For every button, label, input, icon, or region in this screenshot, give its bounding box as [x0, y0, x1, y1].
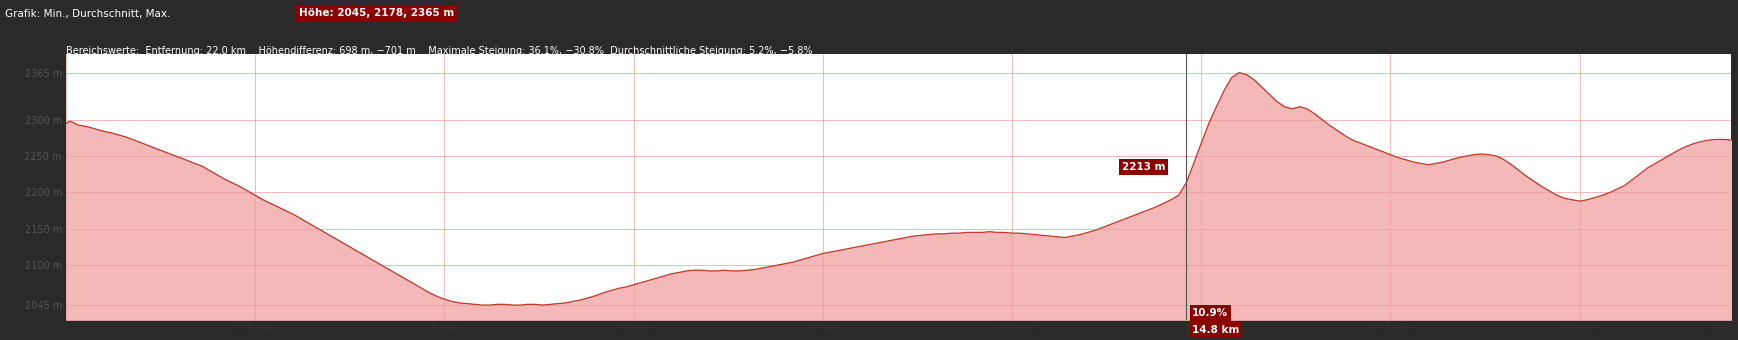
Text: Bereichswerte:  Entfernung: 22.0 km    Höhendifferenz: 698 m, −701 m    Maximale: Bereichswerte: Entfernung: 22.0 km Höhen… — [66, 46, 813, 56]
Text: Grafik: Min., Durchschnitt, Max.: Grafik: Min., Durchschnitt, Max. — [5, 8, 174, 18]
Text: Höhe: 2045, 2178, 2365 m: Höhe: 2045, 2178, 2365 m — [299, 8, 454, 18]
Text: 14.8 km: 14.8 km — [1192, 325, 1239, 335]
Text: 2213 m: 2213 m — [1121, 162, 1164, 172]
Text: 10.9%: 10.9% — [1192, 308, 1229, 318]
